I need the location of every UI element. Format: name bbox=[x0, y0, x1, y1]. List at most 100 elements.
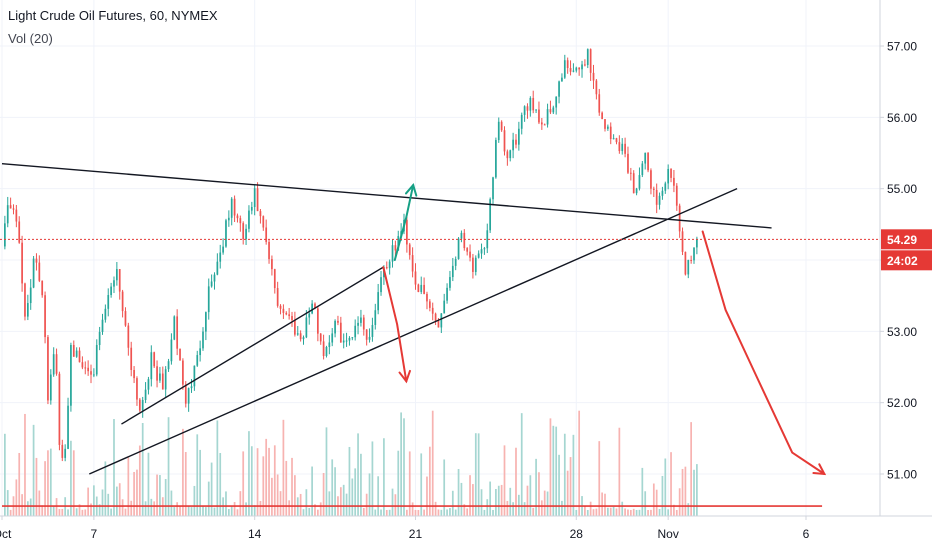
candle-body bbox=[196, 355, 199, 366]
volume-bar bbox=[477, 433, 480, 516]
candle-body bbox=[193, 365, 196, 387]
candle-body bbox=[517, 128, 520, 145]
inner-trendline bbox=[121, 266, 384, 425]
volume-bar bbox=[58, 509, 61, 516]
y-tick-label: 52.00 bbox=[887, 396, 917, 410]
candle-body bbox=[38, 262, 41, 281]
candle-body bbox=[549, 109, 552, 113]
candle-body bbox=[371, 324, 374, 337]
candle-body bbox=[190, 386, 193, 389]
volume-bar bbox=[314, 504, 316, 516]
x-tick-label: 7 bbox=[91, 527, 98, 541]
candle-body bbox=[259, 211, 262, 217]
volume-bar bbox=[173, 507, 176, 516]
candle-body bbox=[434, 313, 437, 321]
candle-body bbox=[414, 271, 417, 285]
candle-body bbox=[658, 195, 661, 205]
candle-body bbox=[236, 215, 239, 219]
last-price-tag bbox=[881, 229, 932, 250]
candle-body bbox=[265, 227, 268, 242]
candle-body bbox=[408, 244, 411, 256]
candle-body bbox=[486, 230, 489, 249]
volume-bar bbox=[236, 509, 239, 516]
candle-body bbox=[563, 60, 566, 78]
volume-bar bbox=[322, 472, 325, 516]
volume-bar bbox=[210, 462, 213, 516]
symbol-legend[interactable]: Light Crude Oil Futures, 60, NYMEX bbox=[8, 8, 218, 23]
candle-body bbox=[294, 320, 296, 335]
volume-bar bbox=[572, 434, 575, 516]
volume-bar bbox=[552, 425, 555, 516]
volume-bar bbox=[446, 509, 448, 516]
volume-bar bbox=[472, 484, 474, 516]
candle-body bbox=[497, 121, 500, 141]
candle-body bbox=[98, 331, 101, 345]
descending-trendline bbox=[1, 163, 772, 229]
candle-body bbox=[288, 314, 291, 317]
candle-body bbox=[615, 138, 618, 143]
volume-bar bbox=[230, 505, 233, 516]
volume-bar bbox=[638, 509, 641, 516]
volume-bar bbox=[443, 459, 446, 516]
candle-body bbox=[75, 350, 78, 357]
volume-bar bbox=[351, 478, 354, 516]
volume-bar bbox=[150, 498, 153, 516]
candle-body bbox=[70, 344, 72, 406]
candle-body bbox=[457, 238, 460, 260]
volume-bar bbox=[417, 509, 420, 516]
candle-body bbox=[9, 205, 12, 209]
candle-body bbox=[104, 308, 107, 320]
volume-bar bbox=[693, 469, 695, 516]
candle-body bbox=[515, 139, 517, 145]
red-arrow-2 bbox=[701, 230, 826, 475]
volume-bar bbox=[546, 491, 549, 516]
volume-bar bbox=[500, 484, 503, 516]
volume-bar bbox=[294, 475, 296, 516]
volume-bar bbox=[371, 441, 374, 516]
candle-body bbox=[609, 126, 612, 140]
volume-bar bbox=[242, 451, 245, 516]
candle-body bbox=[6, 205, 9, 224]
candle-body bbox=[21, 242, 23, 284]
candle-body bbox=[446, 287, 448, 301]
volume-bar bbox=[32, 424, 35, 516]
volume-bar bbox=[24, 413, 26, 516]
candle-body bbox=[595, 80, 598, 95]
candle-body bbox=[469, 251, 471, 258]
volume-bar bbox=[47, 450, 49, 516]
candle-body bbox=[127, 325, 130, 348]
candle-body bbox=[555, 96, 558, 108]
volume-bar bbox=[113, 419, 115, 516]
candle-body bbox=[339, 322, 342, 343]
candle-body bbox=[325, 346, 328, 356]
volume-bar bbox=[271, 477, 273, 516]
candle-body bbox=[150, 352, 153, 380]
volume-bar bbox=[658, 508, 661, 516]
candle-body bbox=[632, 173, 635, 194]
candle-body bbox=[35, 258, 38, 263]
volume-bar bbox=[147, 452, 150, 516]
candle-body bbox=[520, 114, 523, 129]
volume-legend[interactable]: Vol (20) bbox=[8, 31, 53, 46]
candle-body bbox=[374, 310, 377, 325]
volume-bar bbox=[540, 500, 543, 516]
candle-body bbox=[285, 312, 288, 315]
candle-body bbox=[655, 189, 658, 205]
volume-bar bbox=[368, 473, 371, 516]
volume-bar bbox=[78, 504, 81, 516]
candle-body bbox=[601, 112, 603, 120]
volume-bar bbox=[130, 500, 133, 516]
candle-body bbox=[365, 329, 368, 340]
volume-bar bbox=[357, 433, 359, 516]
volume-bar bbox=[101, 489, 104, 516]
volume-bar bbox=[250, 446, 253, 516]
volume-bar bbox=[26, 501, 29, 516]
volume-bar bbox=[423, 509, 425, 516]
candle-body bbox=[426, 293, 428, 302]
candle-body bbox=[210, 281, 213, 287]
candle-body bbox=[205, 312, 207, 332]
y-tick-label: 53.00 bbox=[887, 325, 917, 339]
volume-bar bbox=[184, 452, 187, 516]
